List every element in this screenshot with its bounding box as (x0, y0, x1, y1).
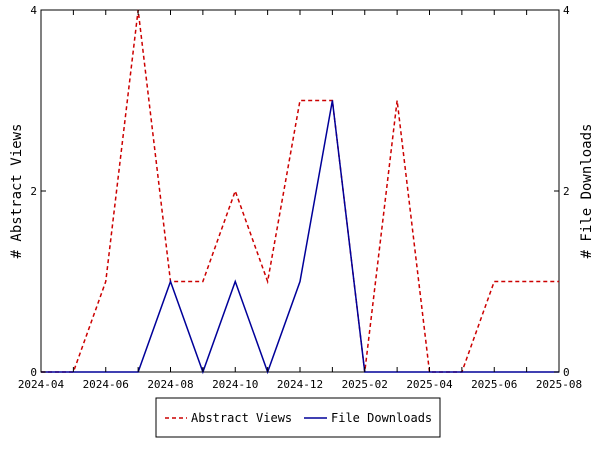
y-right-tick-label: 2 (563, 185, 570, 198)
y-axis-right: 0 2 4 (554, 4, 570, 379)
x-tick-label: 2024-10 (212, 378, 258, 391)
series-line-abstract-views (41, 9, 559, 373)
series-line-file-downloads (41, 100, 559, 375)
y-axis-right-title: # File Downloads (579, 124, 595, 259)
x-tick-label: 2024-06 (83, 378, 129, 391)
y-right-tick-label: 0 (563, 366, 570, 379)
y-left-tick-label: 2 (30, 185, 37, 198)
x-tick-label: 2025-08 (536, 378, 582, 391)
x-tick-label: 2024-04 (18, 378, 65, 391)
legend-label-abstract-views: Abstract Views (191, 411, 292, 425)
plot-area (40, 9, 560, 373)
x-tick-label: 2025-02 (342, 378, 388, 391)
x-tick-label: 2025-04 (406, 378, 453, 391)
series-layer (41, 9, 559, 375)
y-left-tick-label: 0 (30, 366, 37, 379)
y-right-tick-label: 4 (563, 4, 570, 17)
legend-label-file-downloads: File Downloads (331, 411, 432, 425)
legend-box (155, 397, 441, 438)
y-axis-left: 0 2 4 (30, 4, 46, 379)
x-axis: 2024-04 2024-06 2024-08 2024-10 2024-12 2025-… (18, 10, 582, 391)
x-tick-label: 2024-12 (277, 378, 323, 391)
x-tick-label: 2025-06 (471, 378, 517, 391)
legend: Abstract Views File Downloads (155, 397, 441, 438)
x-tick-label: 2024-08 (147, 378, 193, 391)
y-axis-left-title: # Abstract Views (9, 124, 25, 259)
y-left-tick-label: 4 (30, 4, 37, 17)
plot-frame (40, 9, 560, 373)
